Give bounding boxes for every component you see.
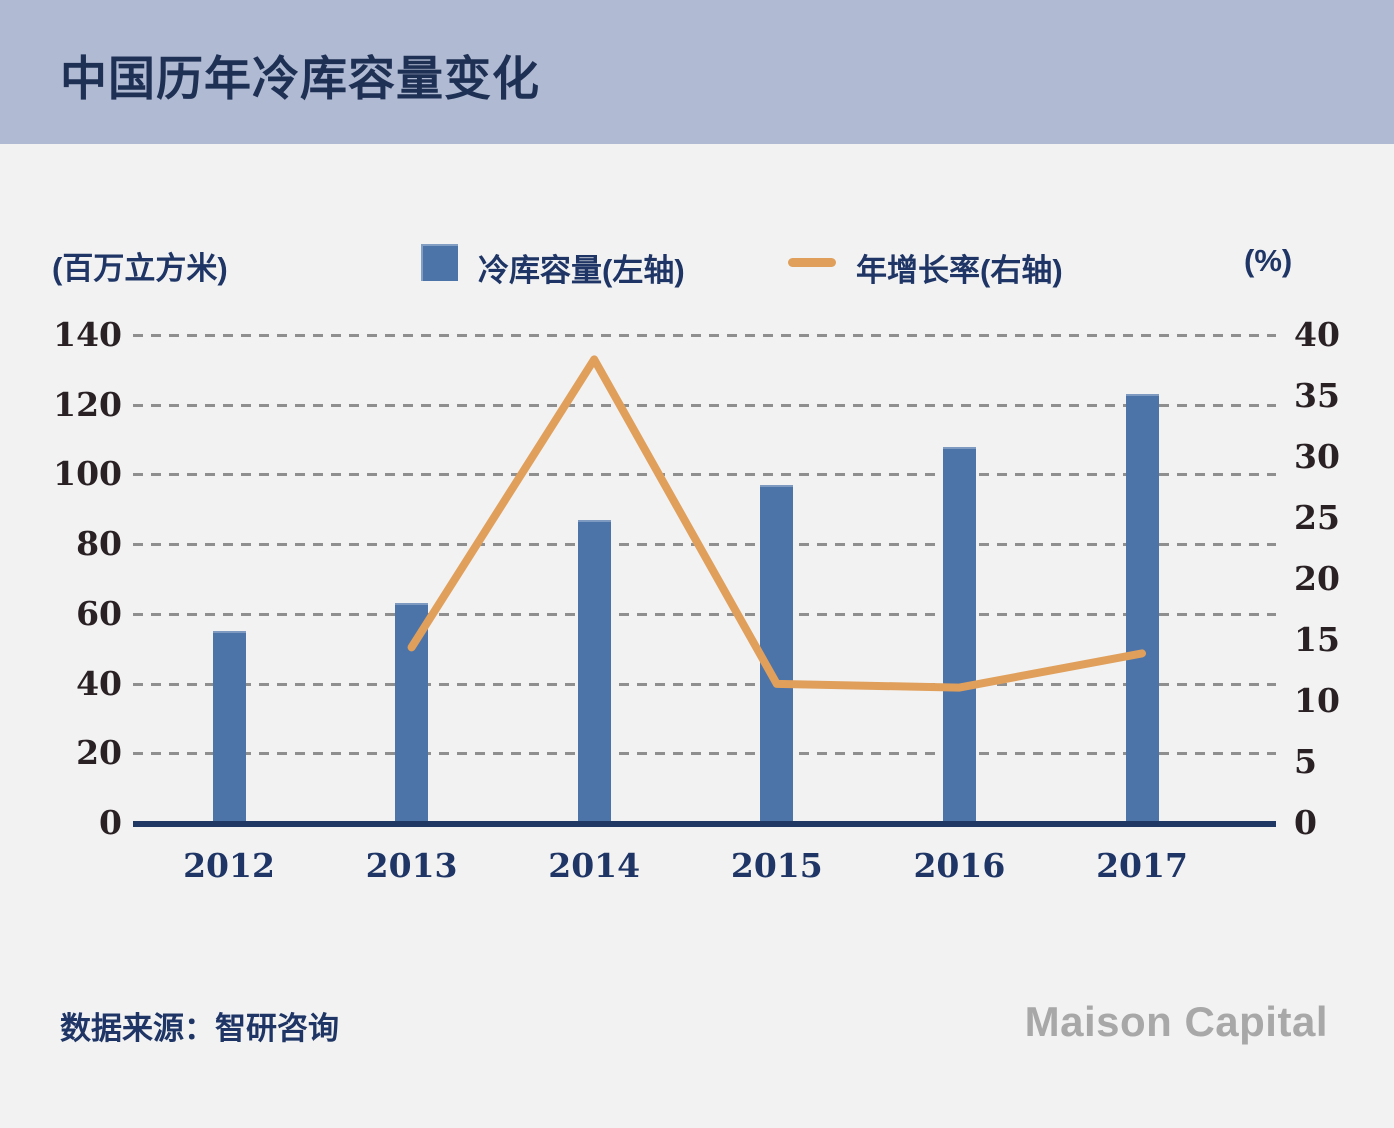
right-axis-tick-5: 5: [1294, 742, 1317, 781]
bar-2012: [212, 631, 246, 823]
left-axis-tick-80: 80: [76, 524, 122, 564]
bar-2016: [942, 446, 976, 823]
gridline-80: [133, 543, 1276, 547]
header-band: 中国历年冷库容量变化: [0, 0, 1394, 144]
x-tick-2016: 2016: [913, 846, 1006, 885]
x-axis-baseline: [133, 821, 1276, 827]
line-series-swatch-icon: [788, 258, 836, 267]
x-tick-2015: 2015: [730, 846, 823, 885]
gridline-20: [133, 752, 1276, 756]
bar-2013: [395, 603, 429, 823]
left-axis-tick-20: 20: [76, 733, 122, 773]
page-title: 中国历年冷库容量变化: [60, 52, 540, 105]
right-axis-unit-label: (%): [1244, 243, 1293, 278]
gridline-120: [133, 403, 1276, 407]
left-axis-tick-40: 40: [76, 663, 122, 703]
line-series-legend-label: 年增长率(右轴): [856, 253, 1063, 288]
bar-series-legend-label: 冷库容量(左轴): [478, 253, 685, 288]
data-source-label: 数据来源：智研咨询: [60, 1011, 339, 1046]
gridline-60: [133, 612, 1276, 616]
right-axis-tick-10: 10: [1294, 681, 1340, 720]
right-axis-tick-40: 40: [1294, 315, 1340, 354]
right-axis-tick-0: 0: [1294, 803, 1317, 842]
right-axis-tick-35: 35: [1294, 376, 1340, 415]
x-tick-2013: 2013: [365, 846, 458, 885]
left-axis-tick-120: 120: [53, 384, 122, 424]
right-axis-tick-25: 25: [1294, 498, 1340, 537]
left-axis-tick-60: 60: [76, 593, 122, 633]
x-tick-2012: 2012: [183, 846, 275, 885]
right-axis-tick-15: 15: [1294, 620, 1340, 659]
left-axis-tick-140: 140: [53, 315, 122, 354]
left-axis-tick-100: 100: [53, 454, 122, 494]
left-axis-unit-label: (百万立方米): [52, 251, 228, 286]
bar-2017: [1125, 394, 1159, 823]
gridline-140: [133, 334, 1276, 337]
gridline-100: [133, 473, 1276, 477]
bar-2015: [760, 484, 794, 823]
right-axis-tick-20: 20: [1294, 559, 1340, 598]
bar-2014: [577, 519, 611, 823]
x-tick-2017: 2017: [1096, 846, 1188, 885]
gridline-40: [133, 682, 1276, 686]
x-tick-2014: 2014: [548, 846, 641, 885]
left-axis-tick-0: 0: [99, 803, 122, 842]
brand-logo: Maison Capital: [1024, 998, 1328, 1045]
bar-series-swatch-icon: [421, 244, 458, 281]
right-axis-tick-30: 30: [1294, 437, 1340, 476]
